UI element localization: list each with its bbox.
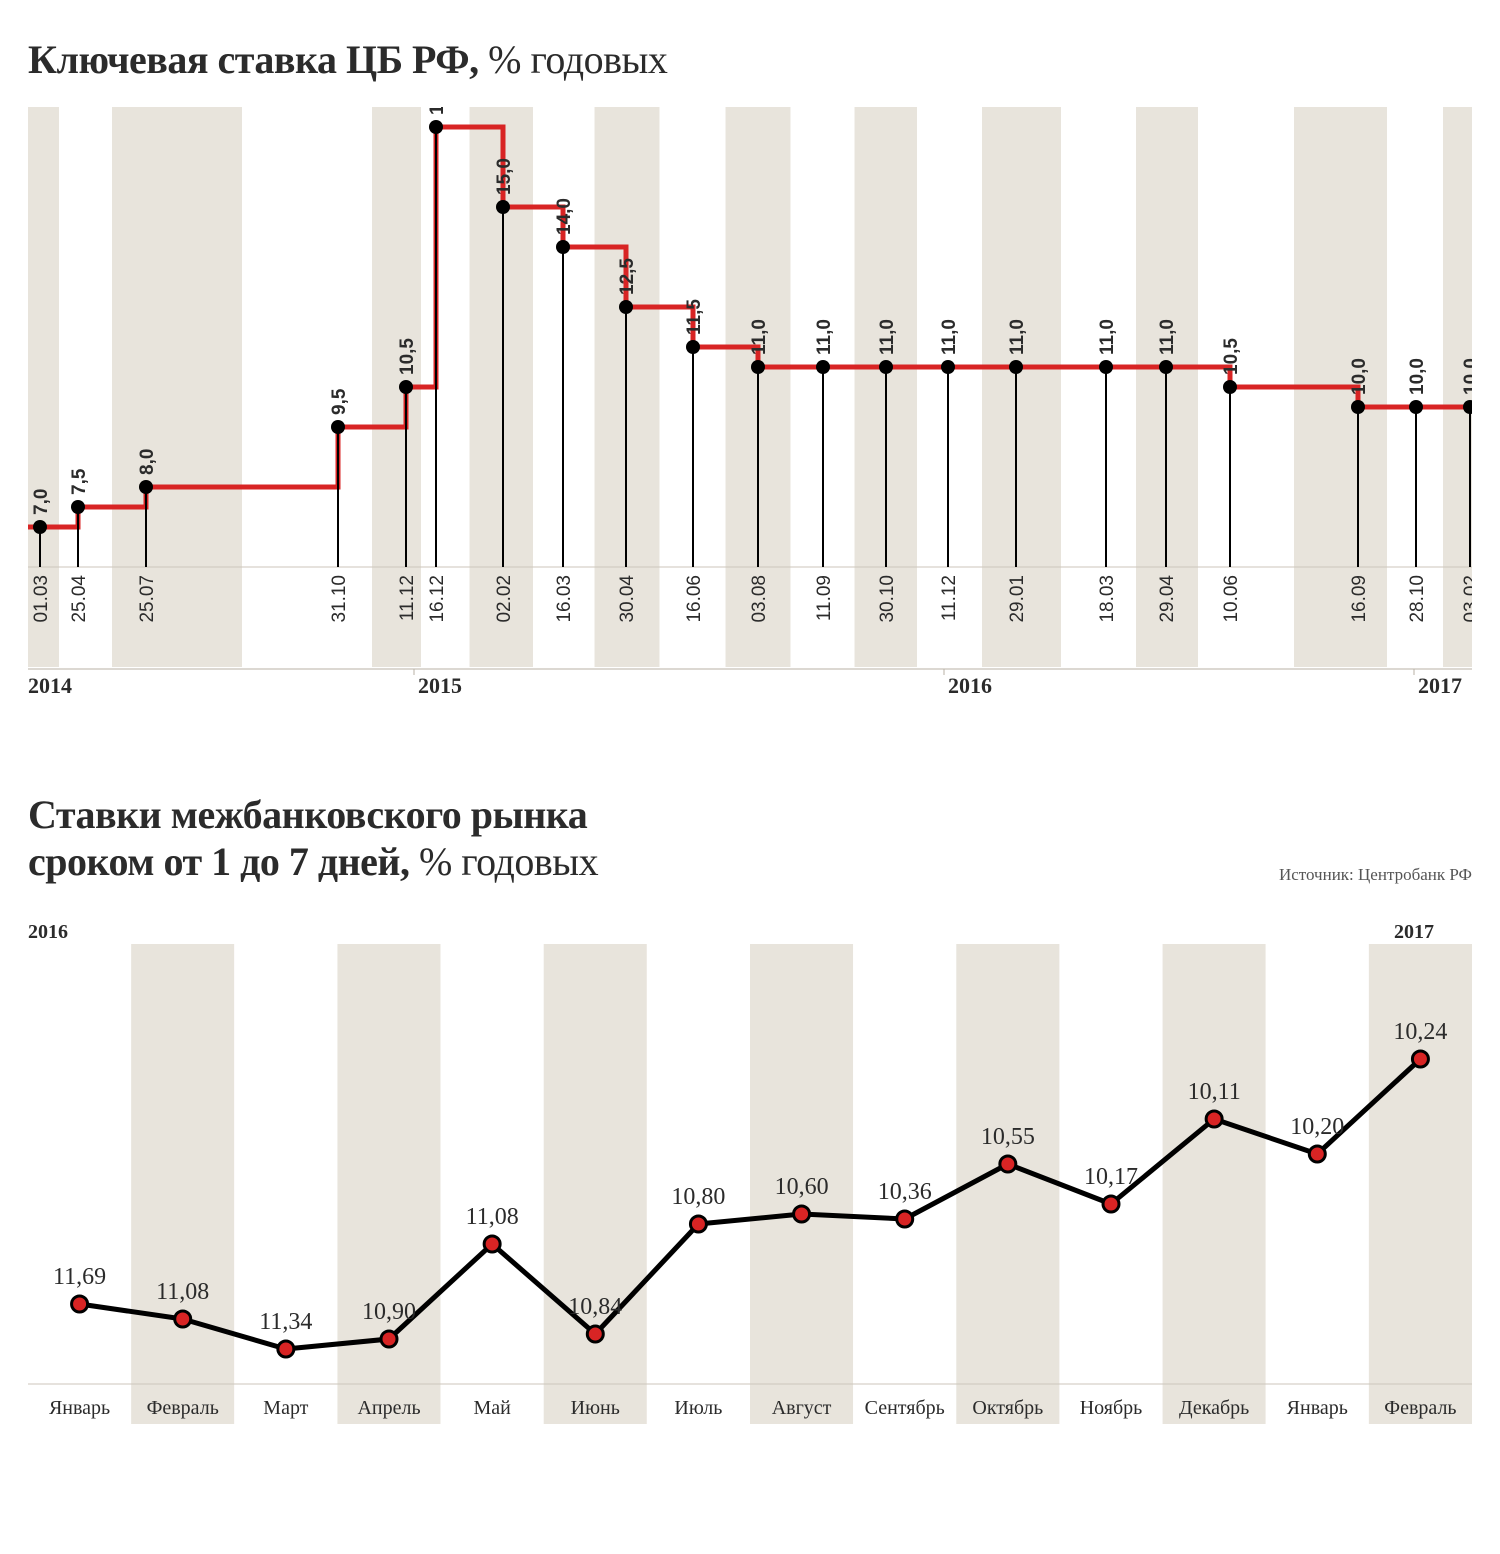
- chart2-value-label: 11,69: [53, 1264, 106, 1290]
- chart1-value-label: 12,5: [617, 258, 638, 295]
- chart1-value-label: 11,5: [684, 299, 705, 335]
- chart2-month-label: Апрель: [357, 1397, 420, 1419]
- chart2-svg: 11,69 11,08 11,34 10,90 11,08 10,84 10,80 10,60…: [28, 944, 1472, 1424]
- chart2-month-label: Январь: [49, 1397, 110, 1419]
- chart1-date-label: 29.01: [1007, 575, 1028, 623]
- chart2-month-label: Январь: [1287, 1397, 1348, 1419]
- chart1-value-label: 11,0: [1157, 319, 1178, 355]
- chart2-month-label: Август: [772, 1397, 832, 1419]
- chart1-value-label: 10,0: [1461, 358, 1472, 395]
- chart2-year-left: 2016: [28, 921, 68, 944]
- chart1-date-label: 11.12: [939, 575, 960, 621]
- chart1-date-label: 29.04: [1157, 575, 1178, 623]
- chart1-value-label: 11,0: [749, 319, 770, 355]
- chart1-date-label: 10.06: [1221, 575, 1242, 623]
- chart2-month-label: Май: [473, 1397, 511, 1419]
- chart2-month-label: Февраль: [147, 1397, 219, 1419]
- chart2-value-label: 10,11: [1188, 1079, 1241, 1105]
- chart2-month-label: Июнь: [571, 1397, 620, 1419]
- chart1-date-label: 16.06: [684, 575, 705, 623]
- chart1-value-label: 14,0: [554, 198, 575, 235]
- chart1-date-label: 25.04: [69, 575, 90, 623]
- chart2-value-label: 10,20: [1290, 1114, 1344, 1140]
- chart2-value-label: 11,08: [156, 1279, 209, 1305]
- chart1-date-label: 02.02: [494, 575, 515, 623]
- chart1-date-label: 16.09: [1349, 575, 1370, 623]
- chart2-year-row: 2016 2017: [28, 921, 1472, 944]
- chart1-year-label: 2017: [1418, 673, 1462, 698]
- chart2-value-label: 10,24: [1393, 1019, 1447, 1045]
- chart1-value-label: 10,0: [1349, 358, 1370, 395]
- chart2-month-label: Февраль: [1384, 1397, 1456, 1419]
- chart1-date-label: 11.12: [397, 575, 418, 621]
- chart2-value-label: 10,36: [878, 1179, 932, 1205]
- chart1-value-label: 7,0: [31, 489, 52, 515]
- chart1-date-label: 25.07: [137, 575, 158, 623]
- chart1-title-sub: % годовых: [488, 37, 667, 82]
- chart2-value-label: 10,17: [1084, 1164, 1138, 1190]
- chart1-date-label: 31.10: [329, 575, 350, 623]
- chart1-date-label: 16.03: [554, 575, 575, 623]
- chart1-title-bold: Ключевая ставка ЦБ РФ,: [28, 37, 479, 82]
- chart2-month-label: Октябрь: [972, 1397, 1043, 1419]
- chart2-container: 20162017 11,6911,0811,3410,9011,0810,841…: [28, 921, 1472, 1424]
- chart1-svg: 7,0 01.03 7,5 25.04 8,0 25.07 9,5 31.10 10,5 11.1…: [28, 107, 1472, 667]
- chart1-date-label: 30.10: [877, 575, 898, 623]
- chart1-value-label: 10,5: [397, 338, 418, 375]
- chart2-value-label: 10,55: [981, 1124, 1035, 1150]
- chart2-month-label: Сентябрь: [865, 1397, 945, 1419]
- chart2-value-label: 11,34: [259, 1309, 312, 1335]
- chart1-value-label: 10,0: [1407, 358, 1428, 395]
- chart2-month-label: Март: [263, 1397, 308, 1419]
- chart1-value-label: 9,5: [329, 388, 350, 415]
- chart1-year-label: 2014: [28, 673, 72, 698]
- chart2-month-label: Ноябрь: [1080, 1397, 1143, 1419]
- chart1-date-label: 28.10: [1407, 575, 1428, 623]
- chart1-year-label: 2015: [418, 673, 462, 698]
- chart1-container: 7,0 01.03 7,5 25.04 8,0 25.07 9,5 31.10 10,5 11.1…: [28, 107, 1472, 701]
- chart1-date-label: 18.03: [1097, 575, 1118, 623]
- chart1-date-label: 11.09: [814, 575, 835, 621]
- chart2-value-label: 10,84: [568, 1294, 622, 1320]
- chart1-value-label: 11,0: [814, 319, 835, 355]
- chart1-value-label: 11,0: [1007, 319, 1028, 355]
- chart1-value-label: 17,0: [427, 107, 448, 115]
- chart2-title-l2: сроком от 1 до 7 дней,: [28, 839, 409, 884]
- chart1-year-label: 2016: [948, 673, 992, 698]
- chart1-value-label: 11,0: [877, 319, 898, 355]
- chart2-title-sub: % годовых: [419, 839, 598, 884]
- chart2-value-label: 10,90: [362, 1299, 416, 1325]
- chart2-value-label: 10,80: [671, 1184, 725, 1210]
- chart1-date-label: 16.12: [427, 575, 448, 623]
- chart1-value-label: 10,5: [1221, 338, 1242, 375]
- chart2-year-right: 2017: [1394, 921, 1434, 944]
- chart1-value-label: 11,0: [1097, 319, 1118, 355]
- chart2-title-l1: Ставки межбанковского рынка: [28, 792, 587, 837]
- chart2-source: Источник: Центробанк РФ: [1279, 865, 1472, 885]
- chart1-date-label: 03.02: [1461, 575, 1472, 623]
- chart1-date-label: 03.08: [749, 575, 770, 623]
- chart2-month-label: Июль: [674, 1397, 722, 1419]
- chart1-date-label: 01.03: [31, 575, 52, 623]
- chart1-value-label: 8,0: [137, 449, 158, 475]
- chart1-year-axis: 2014 2015 2016 2017: [28, 667, 1472, 701]
- chart1-value-label: 7,5: [69, 468, 90, 495]
- chart2-month-label: Декабрь: [1179, 1397, 1249, 1419]
- chart2-value-label: 11,08: [466, 1204, 519, 1230]
- chart2-title: Ставки межбанковского рынка сроком от 1 …: [28, 791, 598, 885]
- chart1-date-label: 30.04: [617, 575, 638, 623]
- chart1-title: Ключевая ставка ЦБ РФ, % годовых: [28, 36, 1472, 83]
- chart1-value-label: 15,0: [494, 158, 515, 195]
- chart2-value-label: 10,60: [775, 1174, 829, 1200]
- chart1-value-label: 11,0: [939, 319, 960, 355]
